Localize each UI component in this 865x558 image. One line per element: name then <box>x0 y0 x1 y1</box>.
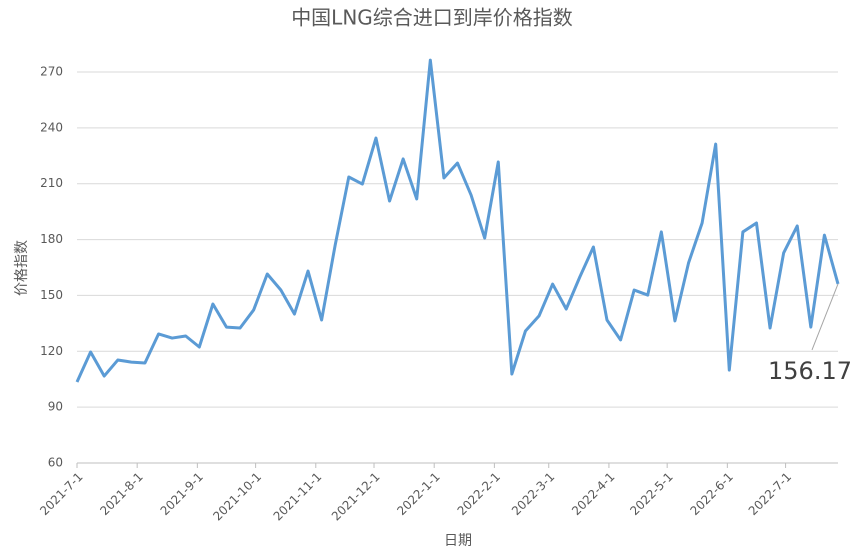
y-tick-label: 180 <box>40 232 63 246</box>
x-tick-label: 2022-1-1 <box>394 470 442 518</box>
x-tick-label: 2021-10-1 <box>210 470 264 524</box>
x-tick-label: 2022-5-1 <box>627 470 675 518</box>
y-axis-label: 价格指数 <box>14 240 30 296</box>
x-tick-label: 2022-3-1 <box>509 470 557 518</box>
annotation-label: 156.17 <box>768 357 852 385</box>
chart-title: 中国LNG综合进口到岸价格指数 <box>291 6 573 30</box>
x-tick-label: 2021-9-1 <box>158 470 206 518</box>
x-tick-label: 2021-8-1 <box>97 470 145 518</box>
annotation-leader <box>811 283 839 351</box>
x-tick-label: 2022-2-1 <box>455 470 503 518</box>
x-tick-label: 2021-11-1 <box>271 470 325 524</box>
x-tick-label: 2022-4-1 <box>569 470 617 518</box>
x-axis-label: 日期 <box>444 533 472 549</box>
y-tick-label: 120 <box>40 344 63 358</box>
y-tick-label: 270 <box>40 65 63 79</box>
y-tick-label: 150 <box>40 288 63 302</box>
data-line <box>75 58 840 383</box>
y-tick-label: 240 <box>40 120 63 134</box>
x-tick-label: 2021-7-1 <box>37 470 85 518</box>
y-tick-label: 90 <box>48 400 63 414</box>
x-tick-label: 2022-6-1 <box>688 470 736 518</box>
y-tick-label: 210 <box>40 176 63 190</box>
x-tick-label: 2022-7-1 <box>746 470 794 518</box>
x-tick-label: 2021-12-1 <box>329 470 383 524</box>
y-tick-label: 60 <box>48 456 63 470</box>
